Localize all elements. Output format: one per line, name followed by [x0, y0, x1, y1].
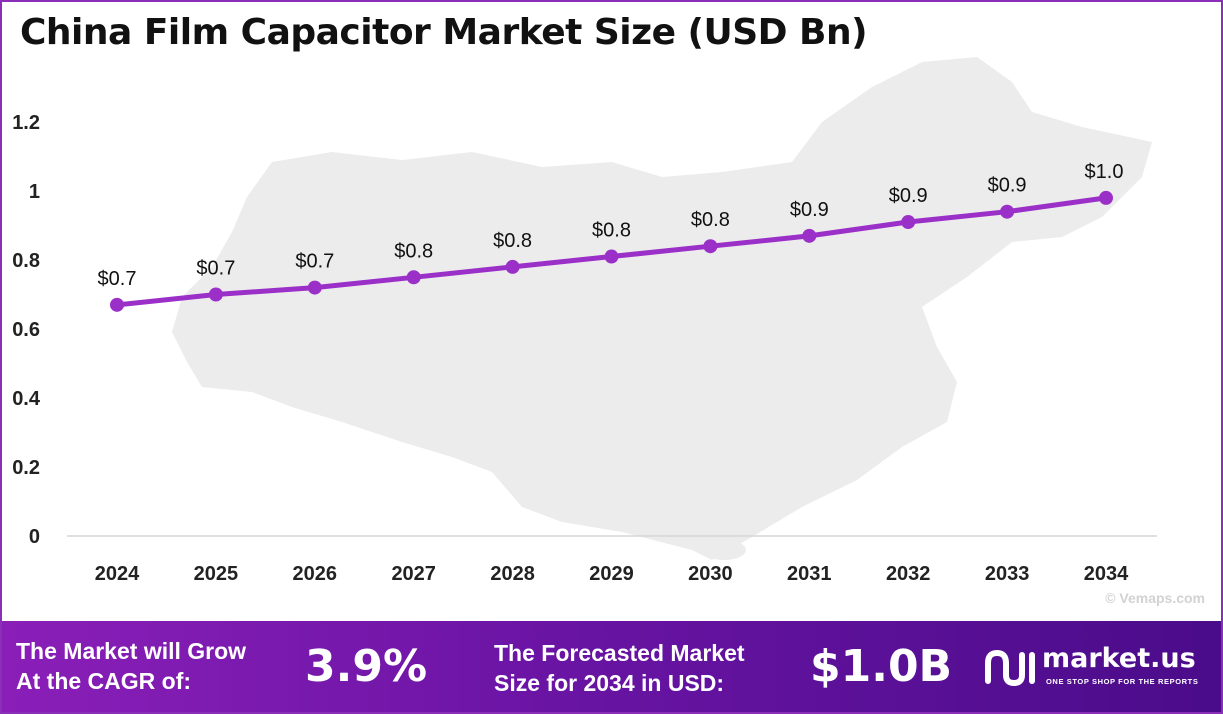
y-tick-label: 0.4: [12, 388, 41, 410]
data-point: [208, 287, 223, 302]
chart-area: 00.20.40.60.811.2 2024 2025 2026 2027 2028 20…: [12, 57, 1157, 585]
forecast-label: The Forecasted Market Size for 2034 in U…: [494, 640, 745, 696]
data-point: [1000, 204, 1015, 219]
chart-title: China Film Capacitor Market Size (USD Bn…: [20, 12, 868, 53]
data-point: [110, 297, 124, 312]
y-axis-ticks: 0 0.2 0.4 0.6 0.8 1 1.2: [12, 112, 41, 548]
footer-banner: The Market will Grow At the CAGR of: 3.9…: [2, 621, 1221, 712]
cagr-value: 3.9%: [305, 641, 428, 692]
y-tick-label: 0.2: [12, 457, 40, 479]
map-attribution: © Vemaps.com: [1105, 590, 1205, 606]
data-points: [110, 190, 1113, 312]
x-tick-label: 2031: [787, 563, 832, 585]
data-point: [604, 249, 619, 264]
data-label: $0.9: [988, 175, 1027, 197]
data-point: [1099, 190, 1113, 205]
data-point: [802, 228, 817, 243]
data-point: [406, 270, 421, 285]
data-label: $0.8: [691, 209, 730, 231]
brand-name: market.us: [1042, 643, 1196, 674]
x-axis-ticks: 2024 2025 2026 2027 2028 2029 2030 2031 2032 2033…: [95, 563, 1129, 585]
x-tick-label: 2032: [886, 563, 931, 585]
data-point: [703, 239, 718, 254]
y-tick-label: 0.8: [12, 250, 40, 272]
data-point: [505, 259, 520, 274]
x-tick-label: 2030: [688, 563, 733, 585]
x-tick-label: 2028: [490, 563, 535, 585]
y-tick-label: 0: [29, 526, 40, 548]
data-label: $0.7: [196, 258, 235, 280]
brand-tagline: ONE STOP SHOP FOR THE REPORTS: [1046, 677, 1199, 686]
x-tick-label: 2027: [391, 563, 436, 585]
forecast-value: $1.0B: [810, 641, 953, 692]
y-tick-label: 1.2: [12, 112, 40, 134]
x-tick-label: 2025: [194, 563, 239, 585]
data-label: $0.8: [592, 220, 631, 242]
data-point: [901, 215, 916, 230]
data-label: $1.0: [1085, 161, 1124, 183]
data-point: [307, 280, 322, 295]
data-label: $0.9: [790, 199, 829, 221]
data-label: $0.8: [394, 240, 433, 262]
market-us-logo-icon: [985, 649, 1035, 687]
data-labels: $0.7 $0.7 $0.7 $0.8 $0.8 $0.8 $0.8 $0.9 $0.9 $0.9…: [98, 161, 1124, 290]
y-tick-label: 1: [29, 181, 40, 203]
data-label: $0.8: [493, 230, 532, 252]
y-tick-label: 0.6: [12, 319, 40, 341]
data-label: $0.9: [889, 185, 928, 207]
cagr-label: The Market will Grow At the CAGR of:: [16, 638, 247, 694]
x-tick-label: 2024: [95, 563, 140, 585]
data-label: $0.7: [98, 268, 137, 290]
x-tick-label: 2029: [589, 563, 634, 585]
x-tick-label: 2026: [293, 563, 338, 585]
data-label: $0.7: [295, 251, 334, 273]
x-tick-label: 2033: [985, 563, 1030, 585]
hainan-island: [702, 540, 746, 560]
x-tick-label: 2034: [1084, 563, 1129, 585]
market-us-logo: market.us ONE STOP SHOP FOR THE REPORTS: [984, 641, 1209, 693]
china-map-background: [172, 57, 1152, 560]
